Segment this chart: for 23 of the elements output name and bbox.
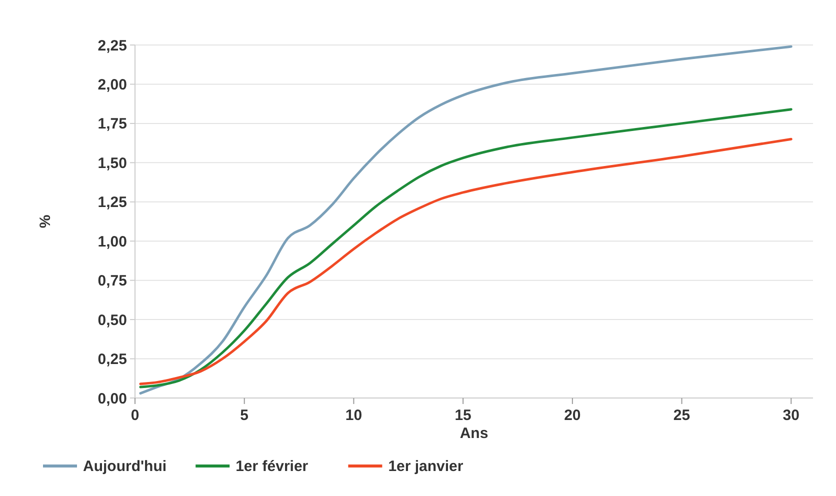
- line-series: [139, 45, 792, 395]
- y-tick-label: 0,00: [98, 390, 127, 408]
- x-tick-label: 20: [564, 407, 581, 424]
- y-tick-label: 2,25: [98, 37, 127, 54]
- x-tick-label: 30: [782, 407, 800, 424]
- y-tick-label: 1,75: [98, 116, 127, 133]
- y-tick-label: 0,50: [98, 312, 127, 329]
- y-tick-label: 0,25: [98, 351, 127, 368]
- y-tick-label: 0,75: [98, 272, 127, 290]
- x-tick-label: 15: [454, 407, 472, 424]
- x-tick-label: 10: [345, 407, 362, 424]
- legend-label: 1er février: [236, 458, 308, 475]
- legend-label: 1er janvier: [388, 458, 464, 475]
- x-tick-label: 5: [240, 407, 249, 424]
- y-axis-title: %: [37, 214, 54, 228]
- legend-label: Aujourd'hui: [83, 458, 167, 475]
- y-tick-label: 2,00: [98, 76, 127, 94]
- y-tick-label: 1,25: [98, 194, 127, 212]
- x-tick-label: 25: [673, 407, 690, 424]
- y-tick-label: 1,00: [98, 233, 127, 250]
- y-tick-label: 1,50: [98, 154, 127, 172]
- x-axis-title: Ans: [460, 425, 488, 442]
- x-tick-label: 0: [130, 407, 140, 424]
